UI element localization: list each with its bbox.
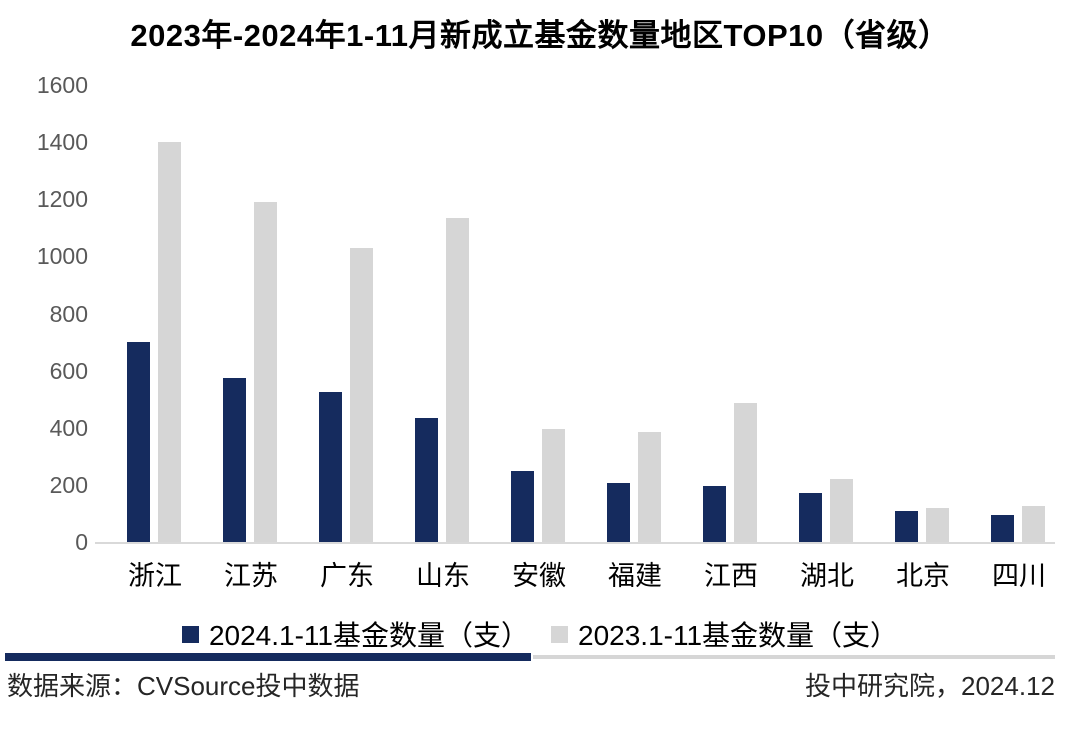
bar-series1-浙江 bbox=[158, 142, 181, 542]
bar-series1-四川 bbox=[1022, 506, 1045, 542]
footer: 数据来源：CVSource投中数据 投中研究院，2024.12 bbox=[0, 666, 1080, 702]
bar-series0-湖北 bbox=[799, 493, 822, 542]
x-axis-label: 湖北 bbox=[800, 561, 854, 591]
legend-item-series1: 2023.1-11基金数量（支） bbox=[551, 614, 898, 654]
x-axis-label: 山东 bbox=[416, 561, 470, 591]
legend-swatch-icon bbox=[181, 625, 199, 643]
x-axis-label: 江西 bbox=[704, 561, 758, 591]
bar-series1-广东 bbox=[350, 247, 373, 542]
legend: 2024.1-11基金数量（支） 2023.1-11基金数量（支） bbox=[0, 614, 1080, 654]
bar-series1-湖北 bbox=[830, 479, 853, 542]
bar-series1-北京 bbox=[926, 507, 949, 542]
bar-series1-江西 bbox=[734, 403, 757, 542]
bar-series0-北京 bbox=[895, 510, 918, 542]
legend-swatch-icon bbox=[551, 625, 568, 643]
y-tick-label: 1200 bbox=[36, 186, 88, 213]
footer-publisher: 投中研究院，2024.12 bbox=[805, 671, 1055, 701]
y-tick-label: 0 bbox=[75, 529, 88, 555]
y-tick-label: 800 bbox=[49, 300, 88, 327]
bar-series1-山东 bbox=[446, 217, 469, 542]
bar-series1-福建 bbox=[638, 432, 661, 542]
bar-series0-安徽 bbox=[511, 470, 534, 542]
bar-series0-四川 bbox=[991, 514, 1014, 542]
legend-label: 2024.1-11基金数量（支） bbox=[208, 620, 529, 651]
bar-series0-广东 bbox=[319, 392, 342, 542]
x-axis: 浙江 江苏 广东 山东 安徽 福建 江西 湖北 北京 四川 bbox=[0, 554, 1080, 594]
chart-title: 2023年-2024年1-11月新成立基金数量地区TOP10（省级） bbox=[130, 18, 950, 53]
x-axis-label: 福建 bbox=[608, 561, 662, 591]
x-axis-label: 安徽 bbox=[512, 561, 566, 591]
divider-bar-navy bbox=[5, 653, 531, 661]
bar-series0-江苏 bbox=[223, 377, 246, 542]
footer-source: 数据来源：CVSource投中数据 bbox=[7, 671, 360, 701]
bar-series0-福建 bbox=[607, 483, 630, 542]
bar-series1-江苏 bbox=[254, 202, 277, 542]
x-axis-label: 四川 bbox=[992, 561, 1046, 591]
x-axis-label: 江苏 bbox=[224, 561, 278, 591]
y-tick-label: 200 bbox=[49, 471, 88, 498]
bar-series0-山东 bbox=[415, 417, 438, 542]
x-axis-label: 浙江 bbox=[128, 561, 182, 591]
y-axis: 0 200 400 600 800 1000 1200 1400 1600 bbox=[0, 0, 88, 600]
x-axis-label: 广东 bbox=[320, 561, 374, 591]
divider-bar-gray bbox=[533, 655, 1055, 659]
y-tick-label: 600 bbox=[49, 357, 88, 384]
bar-series1-安徽 bbox=[542, 429, 565, 542]
y-tick-label: 1000 bbox=[36, 243, 88, 270]
bar-series0-浙江 bbox=[127, 342, 150, 542]
y-tick-label: 1600 bbox=[36, 72, 88, 98]
legend-item-series0: 2024.1-11基金数量（支） bbox=[181, 614, 529, 654]
legend-label: 2023.1-11基金数量（支） bbox=[578, 620, 899, 651]
y-tick-label: 1400 bbox=[36, 129, 88, 156]
bar-series0-江西 bbox=[703, 486, 726, 542]
plot-area bbox=[95, 85, 1055, 544]
y-tick-label: 400 bbox=[49, 414, 88, 441]
x-axis-label: 北京 bbox=[896, 561, 950, 591]
